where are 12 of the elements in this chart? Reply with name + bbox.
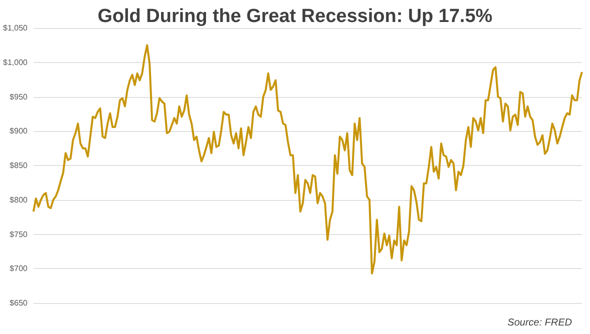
chart-title: Gold During the Great Recession: Up 17.5%	[98, 6, 493, 27]
y-tick-label: $950	[10, 92, 28, 102]
y-tick-label: $750	[10, 230, 28, 239]
y-tick-label: $1,050	[3, 24, 28, 32]
y-tick-label: $900	[10, 126, 28, 136]
source-note: Source: FRED	[508, 318, 572, 328]
y-tick-label: $1,000	[3, 58, 28, 67]
line-series	[32, 44, 583, 274]
y-tick-label: $850	[10, 161, 28, 170]
y-tick-label: $650	[10, 298, 28, 308]
y-tick-label: $700	[10, 264, 28, 274]
y-tick-label: $800	[10, 195, 28, 204]
